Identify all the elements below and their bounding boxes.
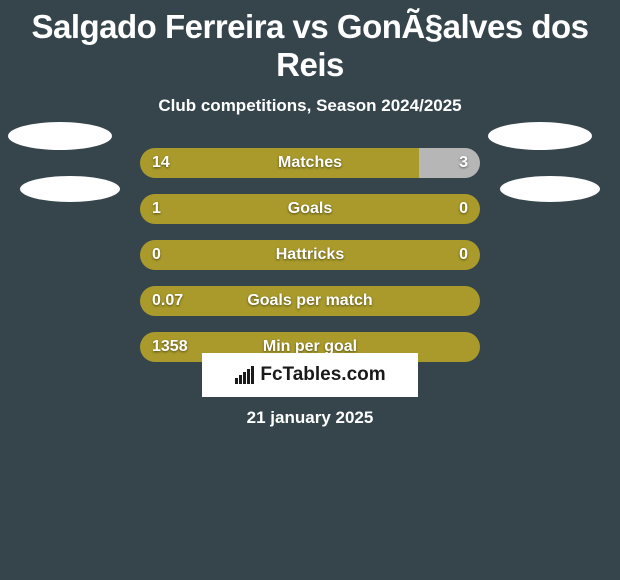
stat-row: Goals per match0.07 xyxy=(0,286,620,316)
decorative-oval xyxy=(500,176,600,202)
logo-box: FcTables.com xyxy=(202,353,418,397)
bars-icon xyxy=(234,366,256,384)
logo-text: FcTables.com xyxy=(260,364,385,386)
decorative-oval xyxy=(20,176,120,202)
stat-row: Matches143 xyxy=(0,148,620,178)
decorative-oval xyxy=(488,122,592,150)
logo: FcTables.com xyxy=(234,364,385,386)
subtitle: Club competitions, Season 2024/2025 xyxy=(0,96,620,116)
page-title: Salgado Ferreira vs GonÃ§alves dos Reis xyxy=(0,0,620,84)
bar-right xyxy=(419,148,480,178)
date-label: 21 january 2025 xyxy=(0,408,620,428)
bar-left xyxy=(140,194,480,224)
bar-container xyxy=(140,286,480,316)
decorative-oval xyxy=(8,122,112,150)
bar-left xyxy=(140,286,480,316)
bar-container xyxy=(140,148,480,178)
bar-left xyxy=(140,148,419,178)
bar-container xyxy=(140,194,480,224)
bar-left xyxy=(140,240,480,270)
bar-container xyxy=(140,240,480,270)
stat-row: Hattricks00 xyxy=(0,240,620,270)
